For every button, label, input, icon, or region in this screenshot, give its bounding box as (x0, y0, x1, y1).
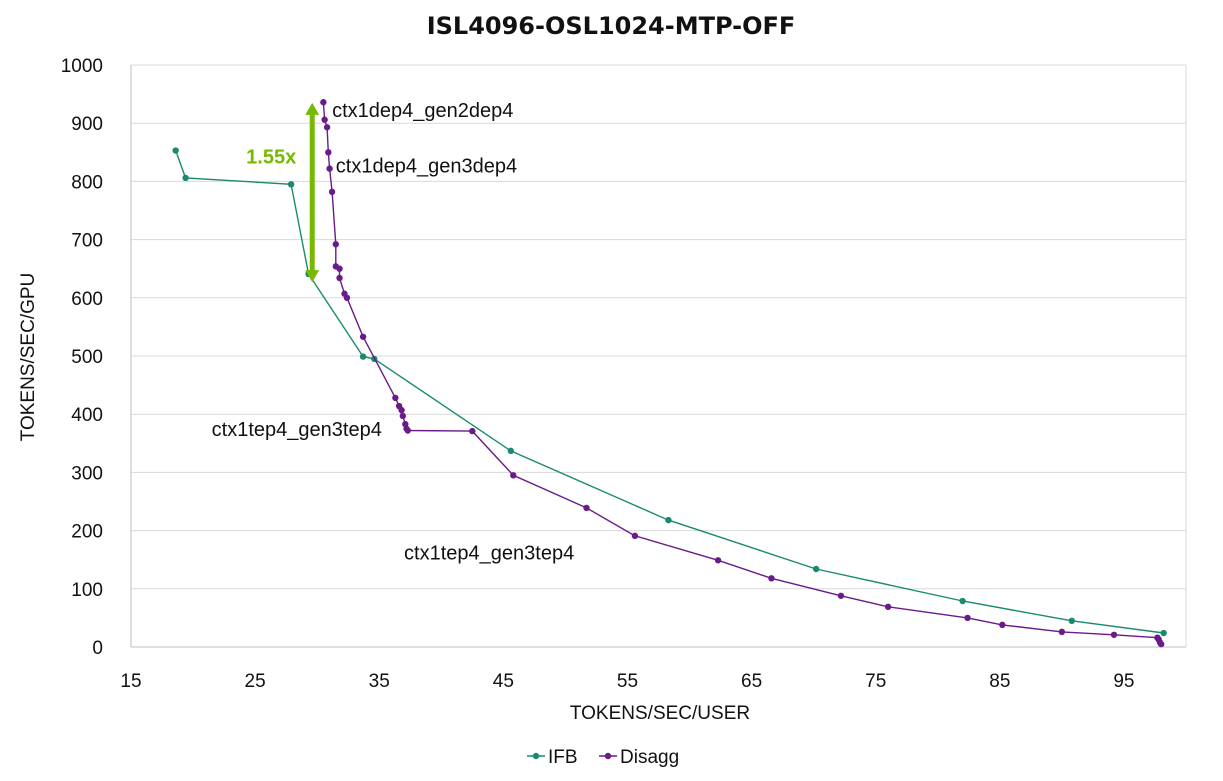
gridlines (131, 64, 1187, 647)
data-point (631, 532, 639, 540)
legend-swatch-marker (604, 752, 612, 760)
y-tick-label: 500 (71, 347, 103, 368)
data-point (392, 394, 399, 402)
y-axis-label: TOKENS/SEC/GPU (18, 273, 39, 442)
data-point (336, 274, 343, 282)
y-tick-label: 0 (92, 638, 103, 659)
data-point (323, 124, 331, 131)
data-point (768, 575, 775, 582)
data-point (1058, 628, 1066, 636)
data-point (884, 603, 892, 611)
x-tick-label: 15 (120, 671, 141, 692)
data-point (326, 165, 333, 172)
x-tick-label: 55 (617, 671, 638, 692)
data-point (182, 174, 189, 182)
ratio-label: 1.55x (246, 146, 296, 168)
data-point (343, 294, 351, 301)
data-point (359, 333, 367, 340)
x-tick-labels: 15 25 35 45 55 65 75 85 95 (120, 671, 1134, 692)
ratio-arrow-head-top (305, 102, 320, 115)
data-point (321, 116, 328, 123)
chart-title: ISL4096-OSL1024-MTP-OFF (427, 12, 796, 40)
x-tick-label: 85 (989, 671, 1010, 692)
data-point (999, 621, 1006, 629)
y-tick-labels: 0 100 200 300 400 500 600 700 800 900 1000 (61, 56, 103, 659)
data-point (1068, 617, 1076, 625)
config-annotation: ctx1dep4_gen2dep4 (332, 100, 513, 122)
data-point (172, 147, 179, 154)
annotations: ctx1dep4_gen2dep4 ctx1dep4_gen3dep4 ctx1te… (212, 100, 575, 565)
data-point (583, 504, 590, 512)
data-point (287, 181, 295, 188)
x-tick-label: 45 (493, 671, 514, 692)
series-ifb (172, 147, 1167, 637)
data-point (510, 472, 517, 479)
data-point (469, 427, 476, 435)
data-point (507, 447, 514, 455)
axes (130, 65, 1186, 648)
y-tick-label: 200 (71, 522, 103, 543)
config-annotation: ctx1dep4_gen3dep4 (336, 156, 517, 178)
x-tick-label: 25 (245, 671, 266, 692)
data-point (328, 188, 336, 196)
data-point (665, 516, 672, 524)
y-tick-label: 900 (71, 114, 103, 135)
y-tick-label: 100 (71, 580, 103, 601)
y-tick-label: 700 (71, 231, 103, 252)
data-point (1157, 640, 1165, 648)
x-tick-label: 65 (741, 671, 762, 692)
x-tick-label: 35 (369, 671, 390, 692)
y-tick-label: 300 (71, 463, 103, 484)
y-tick-label: 400 (71, 405, 103, 426)
y-tick-label: 600 (71, 289, 103, 310)
legend-item-ifb: IFB (527, 747, 578, 768)
data-point (404, 427, 411, 434)
config-annotation: ctx1tep4_gen3tep4 (212, 419, 382, 441)
series-line-ifb (175, 150, 1164, 634)
data-point (332, 241, 339, 248)
legend-swatch-marker (532, 752, 540, 760)
y-tick-label: 1000 (61, 56, 103, 77)
data-point (398, 406, 405, 414)
ratio-arrow: 1.55x (246, 102, 320, 283)
data-point (812, 565, 820, 573)
data-point (325, 149, 332, 156)
data-point (359, 353, 367, 360)
x-tick-label: 75 (865, 671, 886, 692)
y-tick-label: 800 (71, 172, 103, 193)
legend: IFB Disagg (527, 747, 679, 768)
data-point (837, 592, 845, 599)
x-axis-label: TOKENS/SEC/USER (570, 703, 750, 724)
series-layer (172, 99, 1167, 648)
data-point (1160, 629, 1167, 637)
x-tick-label: 95 (1113, 671, 1134, 692)
series-disagg (320, 99, 1165, 648)
data-point (1110, 631, 1118, 638)
config-annotation: ctx1tep4_gen3tep4 (404, 543, 574, 565)
ratio-arrow-head-bottom (305, 270, 320, 283)
legend-label: IFB (548, 747, 578, 768)
data-point (959, 597, 966, 605)
legend-label: Disagg (620, 747, 679, 768)
data-point (320, 99, 327, 106)
data-point (964, 614, 971, 622)
data-point (336, 265, 343, 272)
data-point (399, 412, 407, 420)
data-point (714, 557, 722, 564)
legend-item-disagg: Disagg (599, 747, 679, 768)
